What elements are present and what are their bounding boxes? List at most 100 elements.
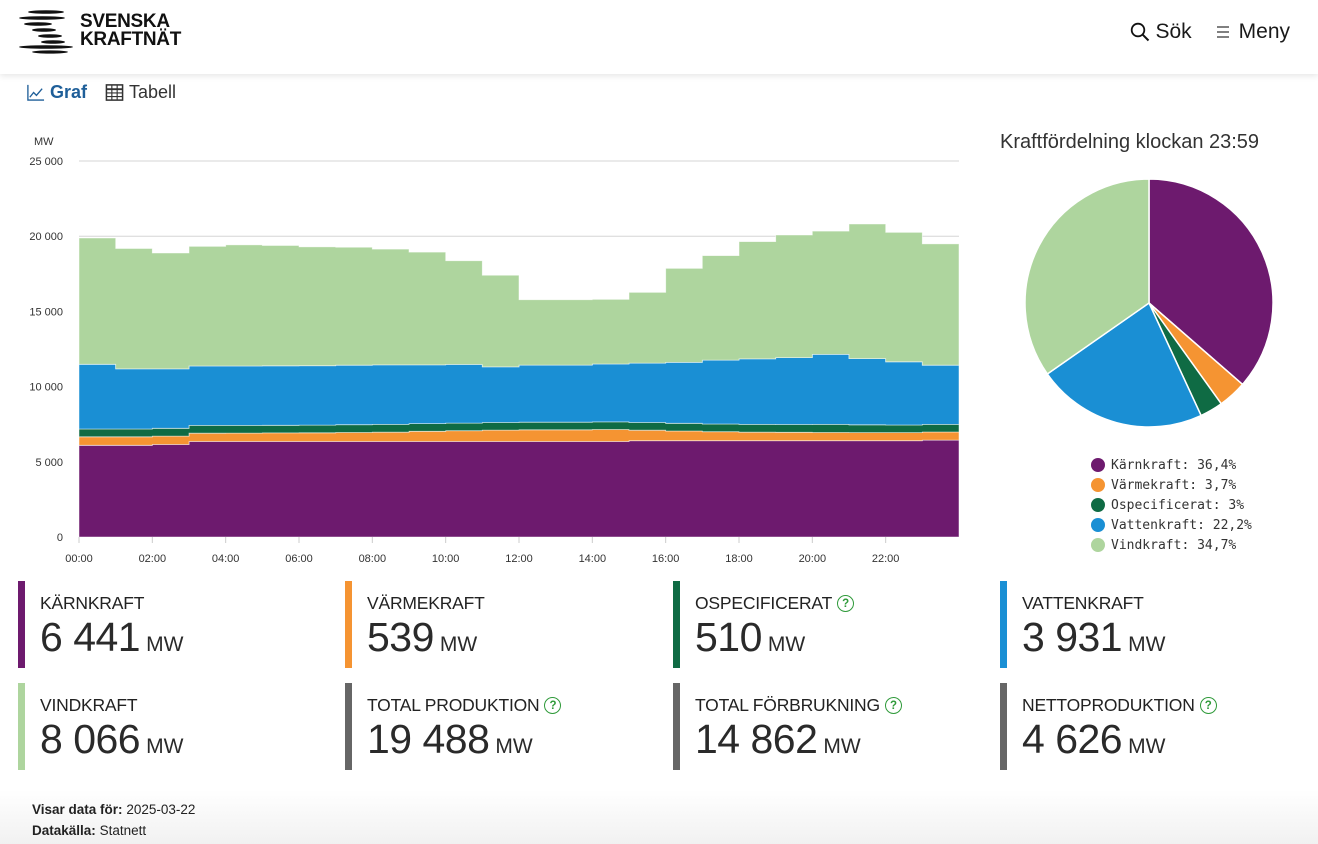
pie-slice-karnkraft[interactable] [1148,178,1274,386]
stat-card-nettoproduktion: Nettoproduktion? 4 626 MW [1000,683,1300,770]
search-button[interactable]: Sök [1130,20,1192,44]
area-series-karnkraft[interactable] [78,439,960,538]
legend-dot-icon [1091,498,1105,512]
stat-label-text: Kärnkraft [40,593,145,613]
tab-graf-label: Graf [50,82,88,102]
x-tick-label: 14:00 [579,553,607,565]
stat-unit: MW [439,633,478,656]
x-tick-label: 16:00 [652,553,680,565]
x-tick-label: 02:00 [139,553,167,565]
stat-label-text: Vindkraft [40,695,138,715]
hamburger-menu-icon [1216,26,1229,38]
stat-number: 3 931 [1022,614,1123,660]
legend-label: Vattenkraft: 22,2% [1111,517,1252,533]
pie-slice-vindkraft[interactable] [1024,178,1150,376]
stat-card-label: Total produktion? [367,695,645,716]
stat-number: 4 626 [1022,716,1123,762]
stat-card-total-produktion: Total produktion? 19 488 MW [345,683,645,770]
tab-tabell[interactable]: Tabell [105,82,176,103]
legend-dot-icon [1091,518,1105,532]
stat-card-label: Kärnkraft [40,593,318,614]
stat-card-label: Total förbrukning? [695,695,973,716]
footer: Visar data för: 2025-03-22 Datakälla: St… [0,790,1318,844]
stat-label-text: Total förbrukning [695,695,880,715]
x-tick-label: 12:00 [505,553,533,565]
header-nav: Sök Meny [1130,20,1290,44]
x-tick-label: 10:00 [432,553,460,565]
stat-card-label: Värmekraft [367,593,645,614]
stat-unit: MW [146,735,184,758]
logo-line2: KRAFTNÄT [80,29,182,50]
legend-item-varmekraft[interactable]: Värmekraft: 3,7% [1091,475,1252,495]
tab-graf[interactable]: Graf [26,82,87,103]
legend-dot-icon [1091,458,1105,472]
x-tick-label: 08:00 [359,553,387,565]
help-icon[interactable]: ? [544,697,562,714]
x-tick-label: 20:00 [799,553,827,565]
stat-number: 14 862 [695,716,818,762]
stat-card-vindkraft: Vindkraft 8 066 MW [18,683,318,770]
menu-label: Meny [1238,20,1290,43]
legend-item-vindkraft[interactable]: Vindkraft: 34,7% [1091,535,1252,555]
stat-card-value: 539 MW [367,615,645,659]
stat-number: 6 441 [40,614,141,660]
site-header: SVENSKA KRAFTNÄT Sök Meny [0,0,1318,74]
stat-number: 510 [695,614,762,660]
pie-slice-vattenkraft[interactable] [1046,301,1203,428]
search-icon [1131,22,1150,42]
search-label: Sök [1155,20,1192,43]
y-tick-label: 25 000 [29,156,63,168]
source-label: Datakälla: [32,823,96,838]
tab-tabell-label: Tabell [129,82,177,102]
y-axis-unit-label: MW [34,136,54,148]
stat-label-text: Vattenkraft [1022,593,1144,613]
view-tabs: Graf Tabell [26,82,176,103]
stat-unit: MW [1128,633,1166,656]
x-tick-label: 22:00 [872,553,900,565]
stat-number: 19 488 [367,716,490,762]
legend-item-vattenkraft[interactable]: Vattenkraft: 22,2% [1091,515,1252,535]
pie-legend: Kärnkraft: 36,4% Värmekraft: 3,7% Ospecifi… [1091,455,1252,555]
date-label: Visar data för: [32,802,123,817]
stat-label-text: Ospecificerat [695,593,833,613]
help-icon[interactable]: ? [1199,697,1217,714]
stat-number: 539 [367,614,434,660]
legend-dot-icon [1091,478,1105,492]
y-tick-label: 10 000 [29,382,63,394]
stat-card-label: Vattenkraft [1022,593,1300,614]
y-tick-label: 5 000 [35,457,63,469]
stat-card-label: Nettoproduktion? [1022,695,1300,716]
help-icon[interactable]: ? [884,697,902,714]
pie-chart-title: Kraftfördelning klockan 23:59 [1000,131,1260,153]
stat-card-value: 4 626 MW [1022,717,1300,761]
stat-card-ospecificerat: Ospecificerat? 510 MW [673,581,973,668]
stat-label-text: Total produktion [367,695,540,715]
y-tick-label: 20 000 [29,231,63,243]
legend-label: Ospecificerat: 3% [1111,497,1245,513]
stat-card-label: Vindkraft [40,695,318,716]
stat-card-value: 8 066 MW [40,717,318,761]
x-tick-label: 18:00 [725,553,753,565]
svenska-kraftnat-logo[interactable]: SVENSKA KRAFTNÄT [18,8,181,54]
stat-unit: MW [146,633,184,656]
footer-date: Visar data för: 2025-03-22 [32,802,195,817]
logo-text: SVENSKA KRAFTNÄT [80,11,182,50]
logo-line1: SVENSKA [80,11,170,32]
area-series-vindkraft[interactable] [78,223,960,370]
stat-label-text: Nettoproduktion [1022,695,1195,715]
stat-card-värmekraft: Värmekraft 539 MW [345,581,645,668]
stat-card-vattenkraft: Vattenkraft 3 931 MW [1000,581,1300,668]
stat-card-total-förbrukning: Total förbrukning? 14 862 MW [673,683,973,770]
logo-waves-icon [19,10,73,54]
y-tick-label: 0 [57,532,63,544]
stat-card-kärnkraft: Kärnkraft 6 441 MW [18,581,318,668]
help-icon[interactable]: ? [837,595,855,612]
legend-item-ospecificerat[interactable]: Ospecificerat: 3% [1091,495,1252,515]
pie-chart [1024,178,1274,428]
y-tick-label: 15 000 [29,306,63,318]
menu-button[interactable]: Meny [1214,20,1290,44]
stat-card-value: 14 862 MW [695,717,973,761]
stat-card-value: 6 441 MW [40,615,318,659]
legend-item-karnkraft[interactable]: Kärnkraft: 36,4% [1091,455,1252,475]
legend-dot-icon [1091,538,1105,552]
